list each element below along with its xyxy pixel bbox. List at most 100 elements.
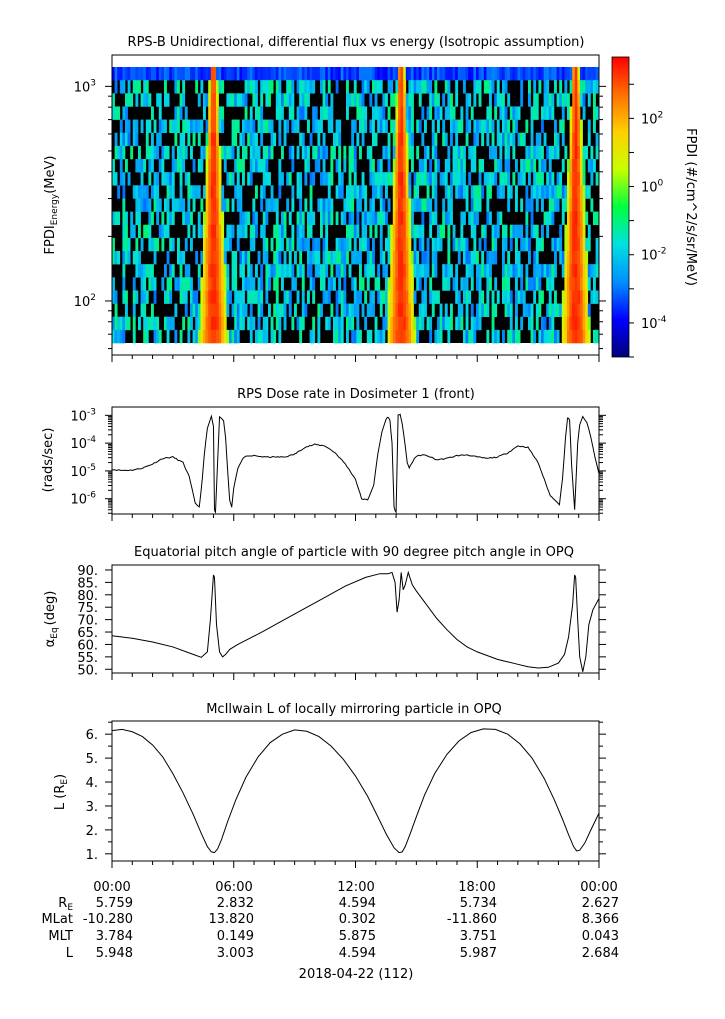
heatmap-cell [148, 237, 152, 252]
heatmap-cell [538, 145, 542, 160]
heatmap-cell [252, 277, 256, 291]
heatmap-cell [231, 119, 235, 134]
heatmap-cell [507, 185, 511, 199]
heatmap-cell [382, 211, 386, 226]
heatmap-cell [301, 106, 305, 120]
heatmap-cell [398, 93, 401, 107]
heatmap-cell [491, 145, 495, 160]
heatmap-cell [356, 132, 360, 147]
heatmap-cell [405, 106, 409, 120]
heatmap-cell [333, 251, 336, 265]
heatmap-cell [574, 290, 578, 304]
heatmap-cell [353, 172, 357, 186]
heatmap-cell [580, 185, 583, 199]
heatmap-cell [161, 277, 165, 291]
heatmap-cell [179, 132, 183, 147]
heatmap-cell [200, 119, 204, 134]
heatmap-cell [580, 80, 583, 94]
heatmap-cell [543, 80, 547, 94]
heatmap-cell [135, 251, 139, 265]
heatmap-cell [403, 211, 407, 226]
heatmap-cell [309, 329, 313, 344]
heatmap-cell [190, 67, 193, 81]
heatmap-cell [403, 172, 407, 186]
heatmap-cell [307, 237, 310, 252]
heatmap-cell [346, 185, 349, 199]
heatmap-cell [275, 316, 279, 331]
heatmap-cell [509, 329, 513, 344]
heatmap-cell [309, 198, 313, 212]
ephemeris-row-labels: RE MLat MLT L [41, 896, 73, 961]
heatmap-cell [156, 185, 160, 199]
heatmap-cell [281, 145, 284, 160]
heatmap-cell [504, 264, 508, 278]
heatmap-cell [192, 198, 196, 212]
heatmap-cell [138, 224, 141, 239]
lshell-title: McIlwain L of locally mirroring particle… [206, 702, 502, 717]
heatmap-cell [213, 67, 217, 81]
heatmap-cell [582, 67, 586, 81]
heatmap-cell [343, 67, 347, 81]
heatmap-cell [166, 277, 170, 291]
heatmap-cell [135, 290, 139, 304]
heatmap-cell [512, 132, 516, 147]
heatmap-cell [442, 132, 446, 147]
heatmap-cell [372, 185, 375, 199]
heatmap-cell [538, 264, 542, 278]
heatmap-cell [512, 329, 516, 344]
heatmap-cell [504, 237, 508, 252]
heatmap-cell [444, 132, 448, 147]
heatmap-cell [312, 172, 316, 186]
heatmap-cell [333, 277, 336, 291]
heatmap-cell [242, 172, 245, 186]
heatmap-cell [489, 211, 492, 226]
heatmap-cell [528, 172, 531, 186]
heatmap-cell [117, 329, 121, 344]
heatmap-cell [403, 290, 407, 304]
heatmap-cell [314, 145, 318, 160]
heatmap-cell [491, 67, 495, 81]
heatmap-cell [567, 172, 570, 186]
heatmap-cell [382, 290, 386, 304]
heatmap-cell [374, 67, 378, 81]
heatmap-cell [226, 264, 230, 278]
heatmap-cell [213, 237, 217, 252]
heatmap-cell [403, 224, 407, 239]
heatmap-cell [359, 67, 362, 81]
heatmap-cell [546, 277, 550, 291]
heatmap-cell [195, 80, 199, 94]
heatmap-cell [122, 185, 126, 199]
heatmap-cell [296, 290, 300, 304]
heatmap-cell [554, 264, 557, 278]
heatmap-cell [231, 172, 235, 186]
heatmap-cell [320, 198, 323, 212]
heatmap-cell [353, 93, 357, 107]
heatmap-cell [447, 185, 451, 199]
heatmap-cell [210, 303, 214, 318]
heatmap-cell [580, 316, 583, 331]
heatmap-cell [153, 251, 157, 265]
heatmap-cell [411, 290, 414, 304]
heatmap-cell [281, 303, 284, 318]
heatmap-cell [317, 198, 321, 212]
heatmap-cell [452, 277, 456, 291]
heatmap-cell [528, 159, 531, 173]
heatmap-cell [255, 290, 258, 304]
heatmap-cell [291, 159, 295, 173]
heatmap-cell [580, 211, 583, 226]
heatmap-cell [541, 67, 544, 81]
heatmap-cell [580, 277, 583, 291]
heatmap-cell [270, 185, 274, 199]
heatmap-cell [330, 251, 334, 265]
heatmap-cell [411, 224, 414, 239]
heatmap-cell [429, 172, 433, 186]
heatmap-cell [208, 93, 212, 107]
heatmap-cell [398, 277, 401, 291]
heatmap-cell [569, 224, 573, 239]
heatmap-cell [140, 277, 144, 291]
heatmap-cell [587, 224, 591, 239]
ephemeris-value: 2.684 [582, 946, 619, 961]
heatmap-cell [333, 132, 336, 147]
heatmap-cell [145, 132, 149, 147]
heatmap-cell [226, 145, 230, 160]
